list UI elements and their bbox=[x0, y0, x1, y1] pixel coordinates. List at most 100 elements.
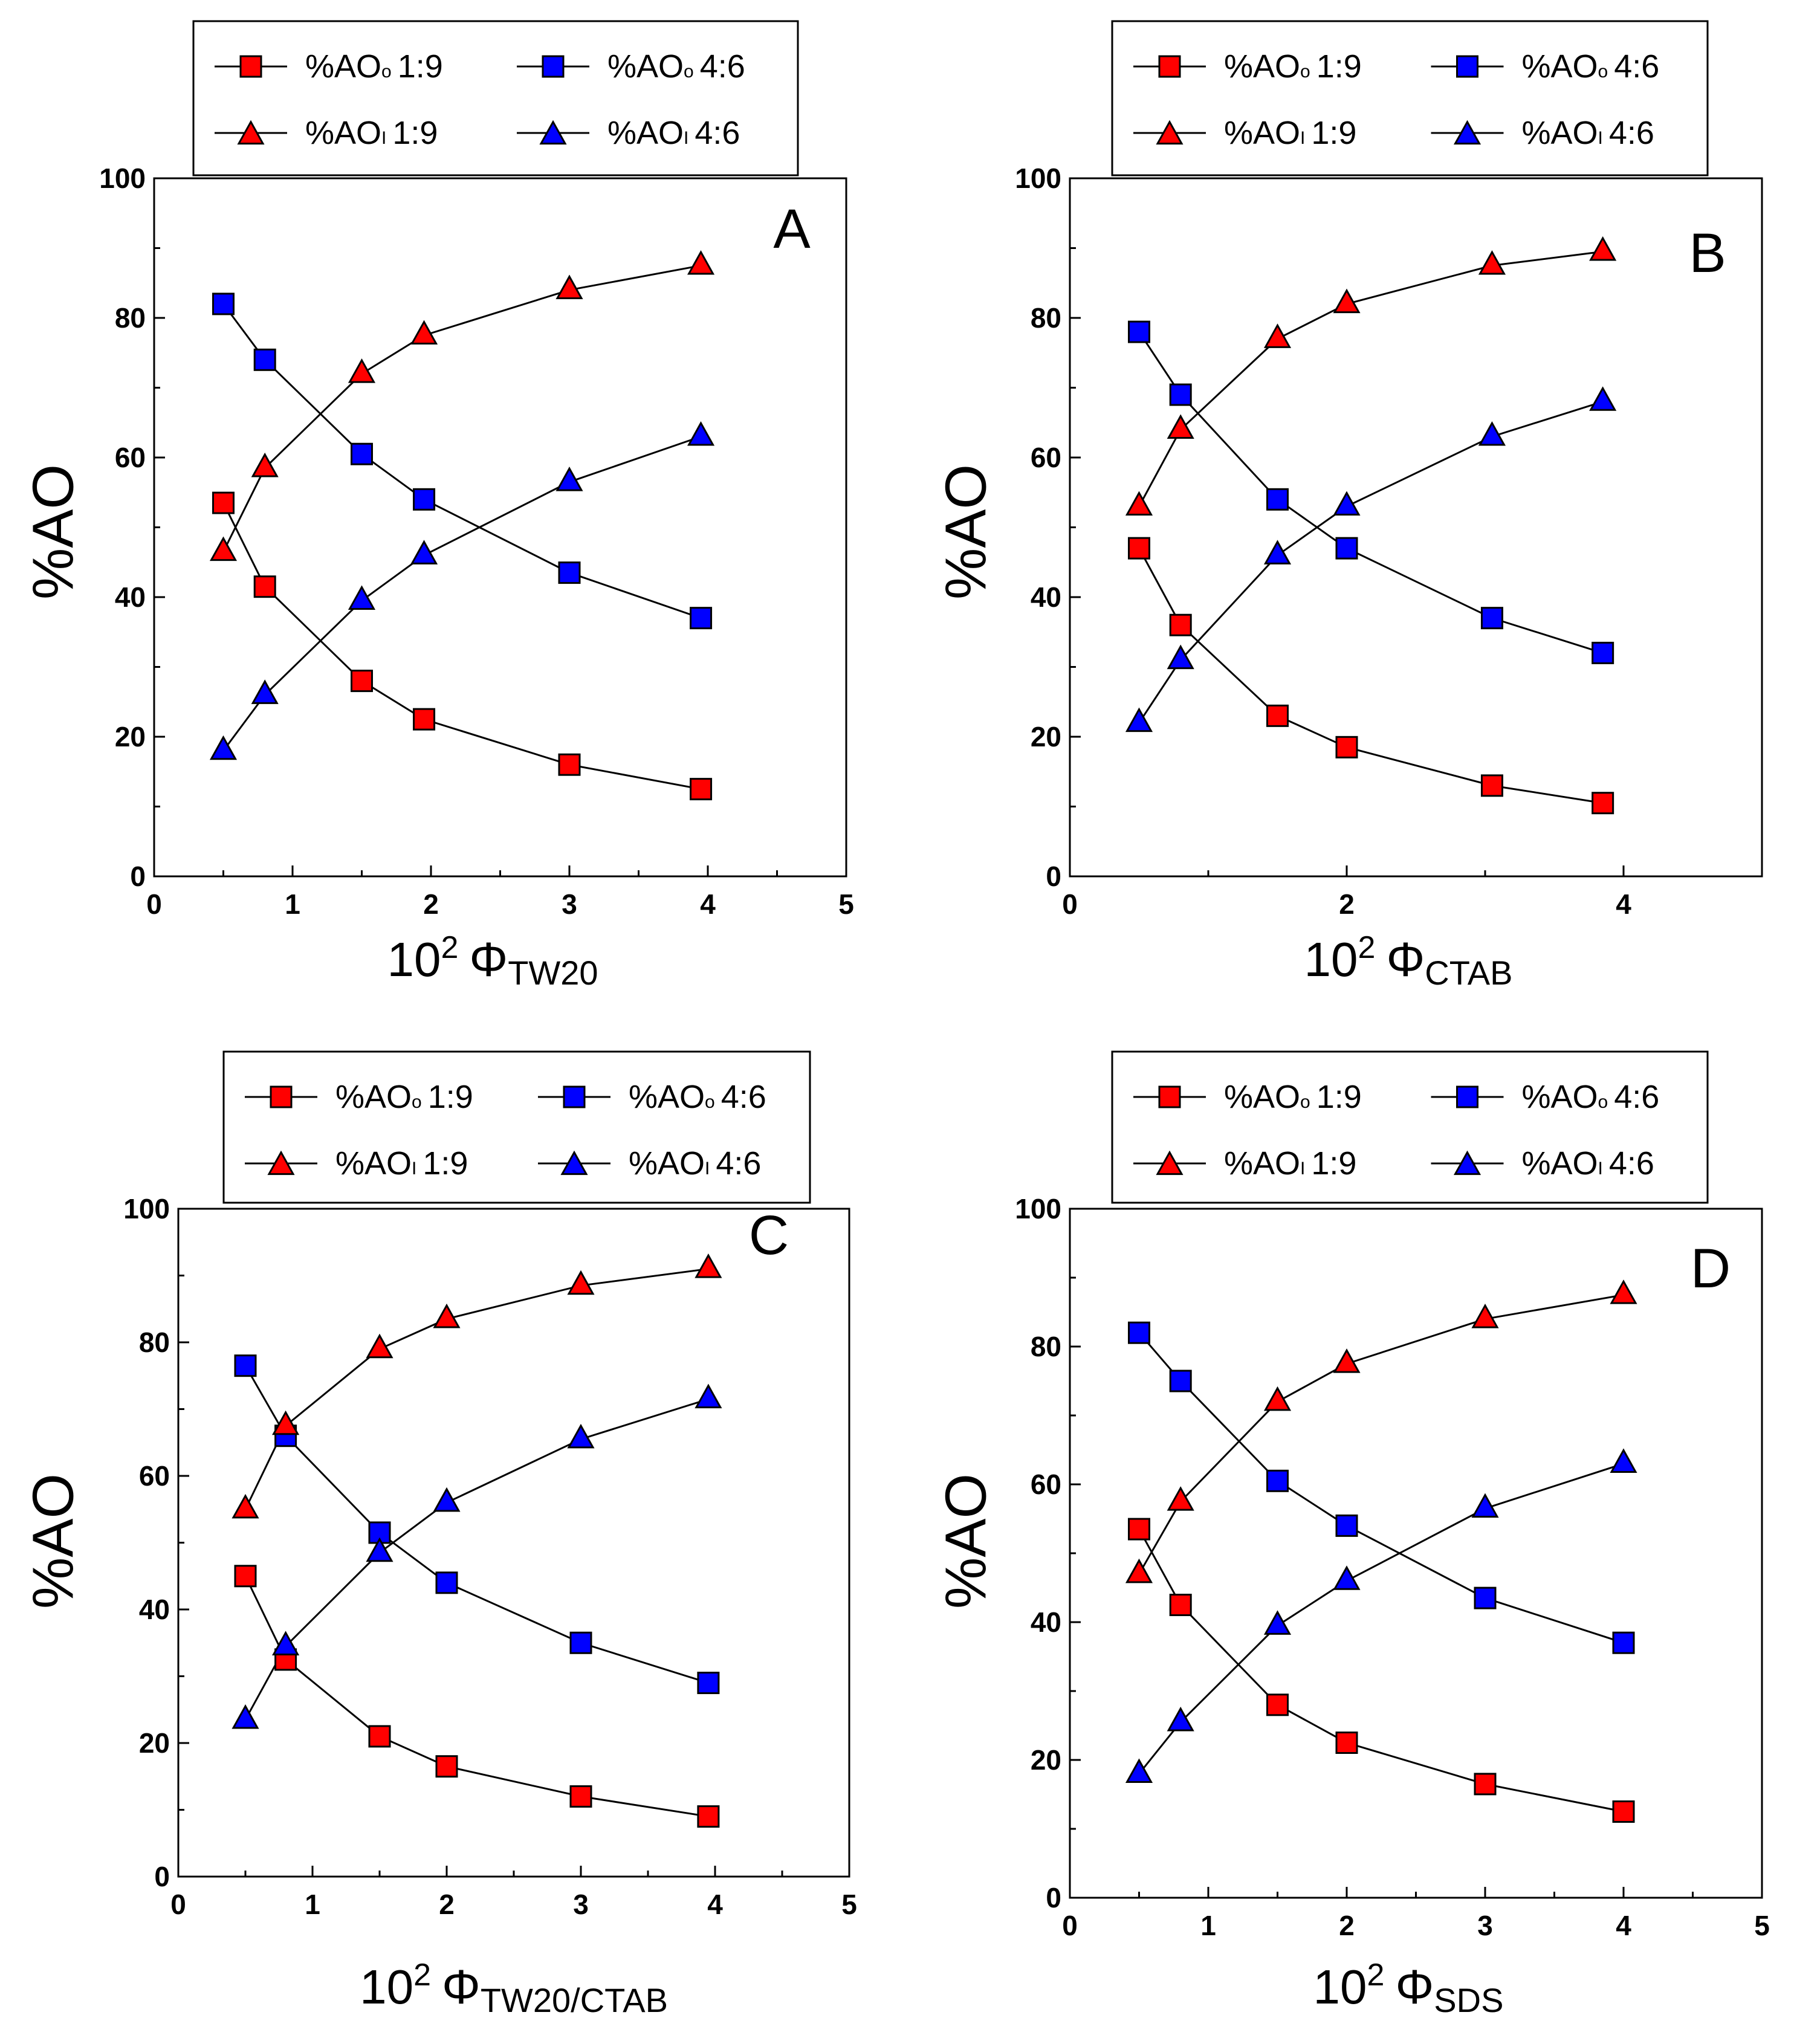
y-tick-label: 60 bbox=[1031, 442, 1061, 473]
legend-label: %AOo 1:9 bbox=[1224, 1079, 1362, 1115]
x-tick-label: 4 bbox=[1616, 888, 1631, 920]
legend-marker bbox=[560, 1150, 588, 1176]
legend-box bbox=[1111, 1050, 1709, 1204]
legend-label: %AOI 1:9 bbox=[1224, 115, 1356, 151]
legend-marker bbox=[237, 120, 265, 145]
x-tick-label: 0 bbox=[170, 1889, 186, 1920]
data-point bbox=[1128, 537, 1150, 560]
y-tick-label: 60 bbox=[1031, 1469, 1061, 1500]
legend-label: %AOo 1:9 bbox=[1224, 48, 1362, 85]
data-point bbox=[1335, 736, 1358, 758]
legend-box bbox=[222, 1050, 811, 1204]
data-point bbox=[212, 293, 235, 315]
y-tick-label: 20 bbox=[115, 721, 146, 752]
y-tick-label: 40 bbox=[139, 1594, 170, 1625]
legend-marker bbox=[1456, 55, 1478, 78]
legend-marker bbox=[542, 55, 565, 78]
legend-marker bbox=[1158, 1085, 1181, 1108]
legend-marker bbox=[239, 55, 262, 78]
data-point bbox=[209, 735, 238, 760]
data-point bbox=[1612, 1631, 1635, 1654]
data-point bbox=[1335, 537, 1358, 560]
legend-label: %AOI 4:6 bbox=[1522, 115, 1654, 151]
x-tick-label: 4 bbox=[700, 888, 716, 920]
data-point bbox=[687, 250, 715, 275]
data-point bbox=[1125, 1758, 1153, 1783]
x-tick-label: 0 bbox=[146, 888, 162, 920]
data-point bbox=[1263, 323, 1292, 348]
data-point bbox=[435, 1571, 458, 1594]
y-tick-label: 0 bbox=[1046, 1882, 1061, 1913]
x-tick-label: 1 bbox=[1200, 1910, 1216, 1941]
y-tick-label: 60 bbox=[139, 1460, 170, 1492]
legend: %AOo 1:9 %AOo 4:6 %AOI 1:9 %AOI 4:6 bbox=[222, 1050, 811, 1204]
data-point bbox=[1474, 1586, 1497, 1609]
legend-label: %AOo 4:6 bbox=[607, 48, 745, 85]
data-point bbox=[1167, 1706, 1194, 1732]
x-tick-label: 0 bbox=[1062, 888, 1078, 920]
legend-marker bbox=[267, 1150, 295, 1176]
data-point bbox=[1480, 607, 1503, 630]
legend-label: %AOI 1:9 bbox=[335, 1145, 468, 1182]
data-point bbox=[1169, 1370, 1192, 1392]
data-point bbox=[1474, 1773, 1497, 1796]
data-point bbox=[1592, 792, 1614, 815]
data-point bbox=[1335, 1514, 1358, 1537]
legend-box bbox=[1111, 20, 1709, 176]
legend-label: %AOo 1:9 bbox=[335, 1079, 473, 1115]
legend-marker bbox=[1456, 1085, 1478, 1108]
data-point bbox=[1125, 707, 1153, 733]
legend-marker bbox=[1156, 1150, 1184, 1176]
data-point bbox=[1471, 1303, 1499, 1328]
data-point bbox=[1592, 641, 1614, 664]
data-point bbox=[1589, 236, 1617, 261]
data-point bbox=[272, 1631, 300, 1655]
data-point bbox=[1610, 1279, 1637, 1304]
data-point bbox=[253, 348, 276, 371]
y-axis-label: %AO bbox=[21, 1473, 85, 1609]
y-tick-label: 100 bbox=[99, 163, 146, 194]
legend-marker bbox=[1158, 55, 1181, 78]
x-tick-label: 0 bbox=[1062, 1910, 1078, 1941]
y-tick-label: 100 bbox=[123, 1193, 170, 1224]
x-axis-label: 102 ΦCTAB bbox=[1304, 930, 1513, 992]
data-point bbox=[1333, 1348, 1361, 1373]
x-axis-label: 102 ΦTW20/CTAB bbox=[360, 1958, 668, 2019]
data-point bbox=[1610, 1448, 1637, 1473]
panel-letter: D bbox=[1691, 1238, 1731, 1299]
legend-label: %AOI 1:9 bbox=[305, 115, 438, 151]
legend-marker bbox=[563, 1085, 586, 1108]
y-axis-label: %AO bbox=[21, 464, 85, 600]
data-point bbox=[555, 274, 583, 299]
data-point bbox=[1263, 1610, 1292, 1635]
legend-label: %AOo 1:9 bbox=[305, 48, 443, 85]
series-line-2 bbox=[222, 264, 701, 552]
data-point bbox=[209, 536, 238, 561]
data-point bbox=[251, 679, 279, 704]
y-tick-label: 40 bbox=[1031, 581, 1061, 613]
y-tick-label: 20 bbox=[1031, 721, 1061, 752]
y-tick-label: 80 bbox=[1031, 1331, 1061, 1362]
x-tick-label: 4 bbox=[1616, 1910, 1631, 1941]
panel-b: 0 20 40 60 80 100 0 2 4 %AO 102 ΦCTAB B %AOo 1:9 %AOo 4:… bbox=[933, 20, 1763, 992]
data-point bbox=[1266, 704, 1289, 727]
data-point bbox=[366, 1537, 393, 1562]
data-point bbox=[351, 442, 373, 465]
data-point bbox=[251, 452, 279, 477]
data-point bbox=[410, 320, 438, 345]
y-tick-label: 40 bbox=[115, 581, 146, 613]
data-point bbox=[569, 1785, 592, 1808]
data-point bbox=[567, 1423, 595, 1449]
legend-label: %AOo 4:6 bbox=[629, 1079, 766, 1115]
x-tick-label: 3 bbox=[1477, 1910, 1493, 1941]
legend-marker bbox=[1453, 1150, 1482, 1176]
data-point bbox=[1333, 491, 1361, 516]
data-point bbox=[253, 575, 276, 598]
y-tick-label: 60 bbox=[115, 442, 146, 473]
x-tick-label: 5 bbox=[838, 888, 854, 920]
data-point bbox=[1128, 1321, 1150, 1344]
data-point bbox=[1266, 1693, 1289, 1716]
legend-marker bbox=[270, 1085, 293, 1108]
x-tick-label: 2 bbox=[423, 888, 439, 920]
